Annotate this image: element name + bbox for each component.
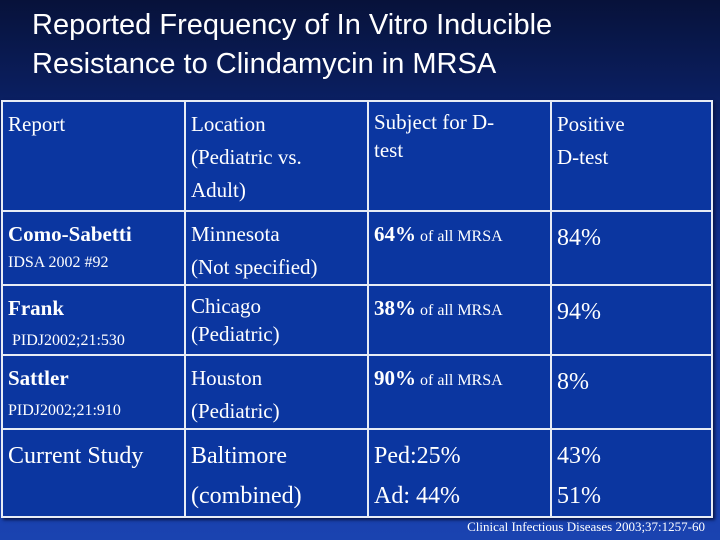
cell-location: Minnesota (Not specified) [184, 210, 369, 286]
title-line: Reported Frequency of In Vitro Inducible [32, 9, 553, 41]
table-row-current: Current Study Baltimore (combined) Ped:25… [1, 428, 713, 518]
table-header-row: Report Location (Pediatric vs. Adult) Subj… [1, 100, 713, 212]
header-location: Location (Pediatric vs. Adult) [184, 100, 369, 212]
cell-report: Como-Sabetti IDSA 2002 #92 [1, 210, 186, 286]
header-positive: Positive D-test [550, 100, 713, 212]
cell-subject: 38% of all MRSA [367, 284, 552, 356]
cell-report: Sattler PIDJ2002;21:910 [1, 354, 186, 430]
cell-location: Baltimore (combined) [184, 428, 369, 518]
table-row: Sattler PIDJ2002;21:910 Houston (Pediatric… [1, 354, 713, 430]
title-line: Resistance to Clindamycin in MRSA [32, 48, 497, 80]
cell-positive: 94% [550, 284, 713, 356]
citation: Clinical Infectious Diseases 2003;37:125… [467, 519, 705, 534]
cell-location: Houston (Pediatric) [184, 354, 369, 430]
cell-positive: 8% [550, 354, 713, 430]
table-row: Frank PIDJ2002;21:530 Chicago (Pediatric) … [1, 284, 713, 356]
cell-subject: Ped:25% Ad: 44% [367, 428, 552, 518]
data-table: Report Location (Pediatric vs. Adult) Subj… [1, 100, 713, 518]
header-report: Report [1, 100, 186, 212]
cell-report: Current Study [1, 428, 186, 518]
cell-subject: 90% of all MRSA [367, 354, 552, 430]
header-subject: Subject for D-test [367, 100, 552, 212]
cell-location: Chicago (Pediatric) [184, 284, 369, 356]
cell-positive: 84% [550, 210, 713, 286]
cell-subject: 64% of all MRSA [367, 210, 552, 286]
cell-positive: 43% 51% [550, 428, 713, 518]
slide-title: Reported Frequency of In Vitro Inducible… [32, 6, 552, 84]
cell-report: Frank PIDJ2002;21:530 [1, 284, 186, 356]
table-row: Como-Sabetti IDSA 2002 #92 Minnesota (Not … [1, 210, 713, 286]
